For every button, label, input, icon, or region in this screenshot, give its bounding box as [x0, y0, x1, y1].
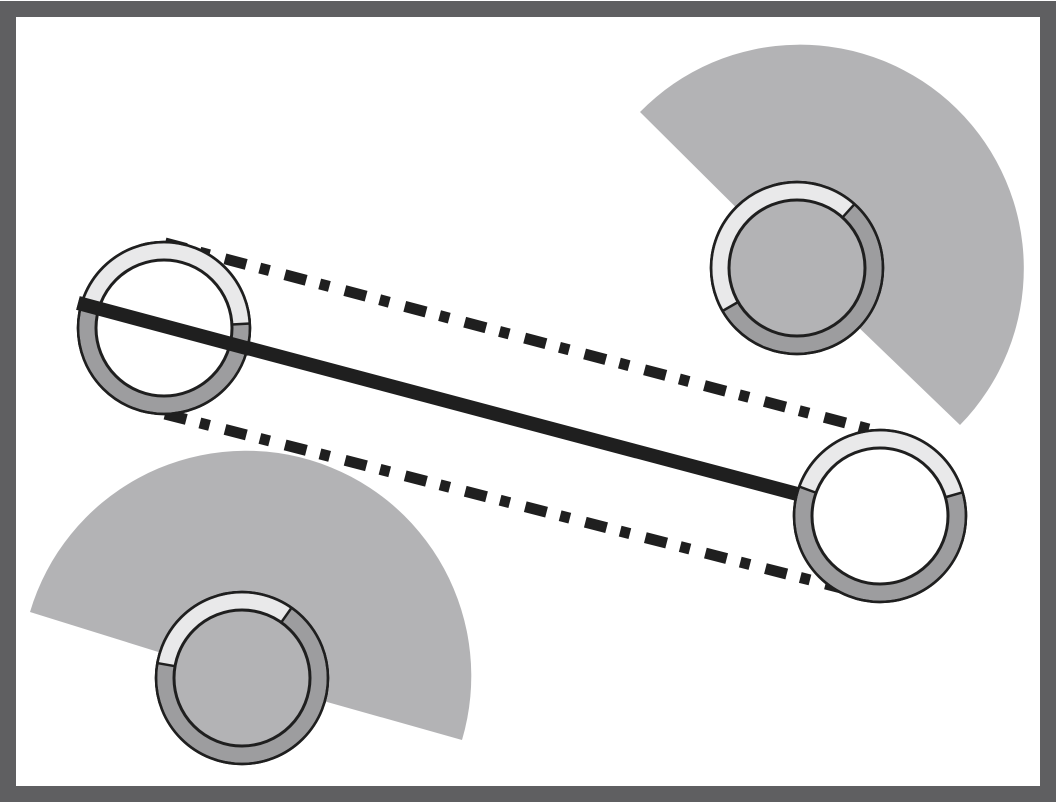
node-core-empty [810, 446, 950, 586]
ring-light-segment [82, 243, 249, 325]
ring-light-segment [712, 183, 854, 311]
ring-outline [154, 590, 330, 766]
node-right[interactable] [792, 428, 968, 604]
node-layer [76, 180, 968, 766]
ring-light-segment [800, 431, 962, 498]
node-top-right[interactable] [709, 180, 885, 356]
ring-divider [231, 322, 250, 326]
node-core-filled [727, 198, 867, 338]
node-core-filled [172, 608, 312, 748]
ring-divider [280, 607, 293, 624]
ring-divider [798, 485, 817, 494]
ring-divider [841, 203, 856, 219]
ring-divider [721, 300, 739, 313]
solid-link-overlay [76, 296, 252, 356]
node-bottom-left[interactable] [154, 590, 330, 766]
ring-outline [709, 180, 885, 356]
ring-outline [76, 240, 252, 416]
ring-divider [157, 661, 176, 668]
ring-divider [945, 491, 964, 499]
ring-outline [792, 428, 968, 604]
